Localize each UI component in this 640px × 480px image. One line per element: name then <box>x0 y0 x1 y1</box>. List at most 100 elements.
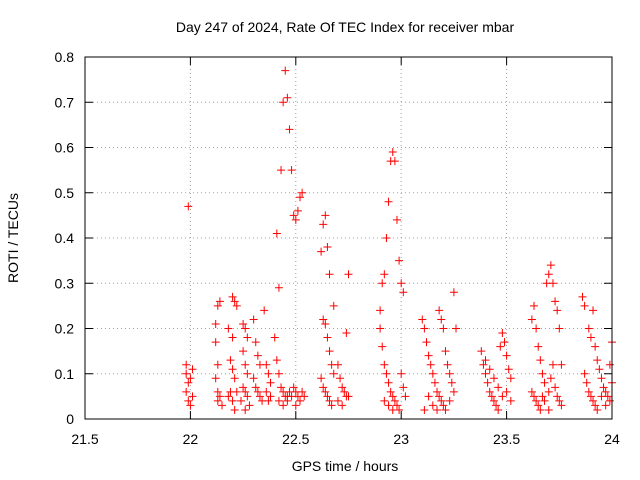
data-point <box>502 387 511 396</box>
data-point <box>481 369 490 378</box>
data-point <box>530 301 539 310</box>
data-point <box>274 396 283 405</box>
data-point <box>395 256 404 265</box>
data-point <box>218 401 227 410</box>
data-point <box>388 405 397 414</box>
data-point <box>226 356 235 365</box>
y-tick-label: 0.2 <box>55 321 75 337</box>
data-point <box>494 405 503 414</box>
data-point <box>586 392 595 401</box>
data-point <box>279 98 288 107</box>
data-point <box>489 396 498 405</box>
data-point <box>597 374 606 383</box>
grid-lines <box>85 57 612 419</box>
data-point <box>182 360 191 369</box>
data-point <box>534 342 543 351</box>
data-point <box>443 360 452 369</box>
data-point <box>382 234 391 242</box>
data-point <box>264 369 273 378</box>
data-point <box>281 66 290 75</box>
data-point <box>378 279 387 288</box>
data-point <box>215 297 224 306</box>
data-point <box>584 387 593 396</box>
data-point <box>540 378 549 387</box>
data-point <box>323 243 332 252</box>
x-tick-label: 24 <box>604 431 620 447</box>
x-tick-label: 23.5 <box>493 431 520 447</box>
data-point <box>540 396 549 405</box>
data-point <box>344 270 353 279</box>
data-point <box>557 360 566 369</box>
y-tick-label: 0 <box>66 411 74 427</box>
data-point <box>342 329 351 338</box>
data-point <box>557 401 566 410</box>
data-point <box>296 396 305 405</box>
data-point <box>437 396 446 405</box>
data-point <box>321 211 330 220</box>
y-tick-label: 0.4 <box>55 230 75 246</box>
y-tick-label: 0.7 <box>55 94 75 110</box>
data-point <box>243 369 252 378</box>
data-point <box>241 360 250 369</box>
data-point <box>485 387 494 396</box>
y-tick-label: 0.1 <box>55 366 75 382</box>
data-point <box>317 247 326 256</box>
data-point <box>325 270 334 279</box>
data-point <box>291 401 300 410</box>
data-point <box>435 392 444 401</box>
data-point <box>452 324 461 333</box>
data-point <box>323 333 332 342</box>
data-point <box>338 401 347 410</box>
data-point <box>428 369 437 378</box>
data-point <box>272 356 281 365</box>
data-point <box>329 301 338 310</box>
data-point <box>591 342 600 351</box>
data-point <box>593 356 602 365</box>
data-point <box>392 215 401 224</box>
data-point <box>336 374 345 383</box>
data-point <box>424 351 433 360</box>
data-point <box>239 347 248 356</box>
data-point <box>433 405 442 414</box>
data-point <box>544 387 553 396</box>
data-point <box>589 306 598 315</box>
data-point <box>532 324 541 333</box>
data-point <box>243 392 252 401</box>
data-point <box>430 378 439 387</box>
data-point <box>325 347 334 356</box>
data-point <box>506 374 515 383</box>
data-point <box>477 347 486 356</box>
data-point <box>319 383 328 392</box>
x-tick-label: 22.5 <box>282 431 309 447</box>
data-point <box>595 365 604 374</box>
y-axis-label: ROTI / TECUs <box>5 193 21 283</box>
data-point <box>236 396 245 405</box>
data-point <box>253 351 262 360</box>
data-point <box>249 315 258 324</box>
data-point <box>293 206 302 215</box>
data-point <box>578 292 587 301</box>
data-point <box>380 360 389 369</box>
data-point <box>433 387 442 396</box>
data-point <box>441 405 450 414</box>
data-point <box>338 383 347 392</box>
data-point <box>186 374 195 383</box>
data-point <box>437 315 446 324</box>
data-point <box>327 401 336 410</box>
axis-ticks: 0 0.1 0.2 0.3 0.4 0.5 0.6 0.7 0.8 21.5 22 22.5 23 23.… <box>55 49 620 447</box>
data-point <box>485 365 494 374</box>
data-point <box>285 125 294 134</box>
data-point <box>323 392 332 401</box>
data-point <box>548 279 557 288</box>
data-point <box>289 383 298 392</box>
data-point <box>380 270 389 279</box>
data-point <box>593 405 602 414</box>
data-point <box>544 405 553 414</box>
data-point <box>262 387 271 396</box>
data-point <box>384 378 393 387</box>
data-point <box>283 93 292 102</box>
data-point <box>418 315 427 324</box>
data-point <box>551 383 560 392</box>
data-point <box>492 401 501 410</box>
data-point <box>249 374 258 383</box>
